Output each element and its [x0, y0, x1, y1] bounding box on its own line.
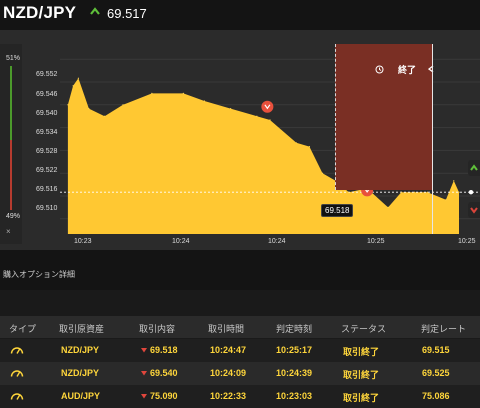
data-point — [321, 172, 324, 174]
time-cell: 10:22:33 — [210, 391, 247, 401]
time-cell: 10:24:47 — [210, 345, 247, 355]
gauge-down-bar — [10, 140, 12, 210]
up-arrow-icon — [470, 164, 478, 171]
asset-cell: NZD/JPY — [61, 368, 100, 378]
asset-cell: NZD/JPY — [61, 345, 100, 355]
section-title: 購入オプション詳細 — [3, 270, 75, 279]
y-tick-label: 69.510 — [36, 205, 58, 212]
buy-up-button[interactable] — [468, 160, 480, 176]
y-tick-label: 69.540 — [36, 110, 58, 117]
data-point — [269, 119, 271, 121]
data-point — [182, 92, 184, 94]
gauge-top-percent: 51% — [6, 55, 21, 62]
table-header — [0, 316, 480, 338]
current-price-dot — [468, 190, 474, 195]
col-status: ステータス — [341, 324, 387, 334]
data-point — [387, 206, 389, 208]
judge-rate-cell: 69.525 — [422, 368, 450, 378]
judge-time-cell: 10:24:39 — [276, 368, 313, 378]
asset-cell: AUD/JPY — [61, 391, 101, 401]
data-point — [458, 191, 460, 193]
col-content: 取引内容 — [139, 324, 176, 334]
judge-rate-cell: 69.515 — [422, 345, 450, 355]
top-bar — [0, 0, 480, 30]
data-point — [445, 199, 447, 201]
status-cell: 取引終了 — [343, 370, 380, 380]
data-point — [122, 104, 124, 106]
data-point — [88, 108, 90, 110]
y-tick-label: 69.522 — [36, 167, 58, 174]
x-tick-label: 10:23 — [74, 238, 92, 245]
data-point — [230, 108, 232, 110]
options-section — [0, 250, 480, 290]
y-tick-label: 69.534 — [36, 129, 58, 136]
rate-cell: 69.518 — [150, 345, 178, 355]
data-point — [413, 191, 415, 193]
data-point — [72, 85, 74, 87]
data-point — [256, 115, 258, 117]
chevron-left-icon — [428, 65, 434, 73]
data-point — [104, 115, 106, 117]
status-cell: 取引終了 — [343, 347, 380, 357]
data-point — [453, 180, 455, 182]
time-cell: 10:24:09 — [210, 368, 247, 378]
entry-price-tag: 69.518 — [321, 204, 354, 217]
x-tick-label: 10:25 — [458, 238, 476, 245]
close-gauge-button[interactable]: × — [6, 227, 11, 236]
clock-icon — [375, 65, 384, 74]
price-area — [67, 78, 460, 234]
status-cell: 取引終了 — [343, 393, 380, 403]
y-tick-label: 69.528 — [36, 148, 58, 155]
gauge-icon — [10, 370, 24, 377]
col-type: タイプ — [9, 324, 37, 334]
end-zone — [335, 44, 433, 190]
data-point — [203, 100, 205, 102]
data-point — [151, 92, 153, 94]
data-point — [426, 191, 429, 193]
expiry-line — [432, 44, 433, 234]
judge-time-cell: 10:23:03 — [276, 391, 313, 401]
gauge-bottom-percent: 49% — [6, 213, 21, 220]
y-tick-label: 69.516 — [36, 186, 58, 193]
table-row[interactable]: NZD/JPY 69.540 10:24:09 10:24:39 取引終了 69… — [0, 362, 480, 385]
down-arrow-icon — [141, 394, 147, 399]
col-asset: 取引原資産 — [59, 324, 105, 334]
data-point — [67, 104, 69, 106]
y-tick-label: 69.552 — [36, 71, 58, 78]
down-arrow-icon — [141, 348, 147, 353]
x-tick-label: 10:24 — [172, 238, 190, 245]
x-tick-label: 10:25 — [367, 238, 385, 245]
data-point — [348, 191, 350, 193]
table-row[interactable]: AUD/JPY 75.090 10:22:33 10:23:03 取引終了 75… — [0, 385, 480, 408]
rate-cell: 75.090 — [150, 391, 178, 401]
up-arrow-icon — [90, 7, 100, 15]
down-arrow-icon — [141, 371, 147, 376]
y-tick-label: 69.546 — [36, 91, 58, 98]
data-point — [400, 191, 402, 193]
col-judge-rate: 判定レート — [421, 324, 467, 334]
judge-rate-cell: 75.086 — [422, 391, 450, 401]
end-label: 終了 — [398, 65, 417, 75]
x-tick-label: 10:24 — [268, 238, 286, 245]
gauge-up-bar — [10, 66, 12, 140]
judge-time-cell: 10:25:17 — [276, 345, 313, 355]
gauge-icon — [10, 347, 24, 354]
down-arrow-icon — [470, 207, 478, 214]
data-point — [77, 77, 79, 79]
current-price: 69.517 — [107, 6, 147, 21]
table-row[interactable]: NZD/JPY 69.518 10:24:47 10:25:17 取引終了 69… — [0, 339, 480, 362]
trade-marker[interactable] — [261, 100, 274, 113]
gauge-icon — [10, 393, 24, 400]
data-point — [308, 146, 310, 148]
data-point — [295, 142, 297, 144]
col-trade-time: 取引時間 — [208, 324, 245, 334]
buy-down-button[interactable] — [468, 202, 480, 218]
col-judge-time: 判定時刻 — [276, 324, 313, 334]
rate-cell: 69.540 — [150, 368, 178, 378]
currency-pair-title: NZD/JPY — [3, 3, 77, 22]
